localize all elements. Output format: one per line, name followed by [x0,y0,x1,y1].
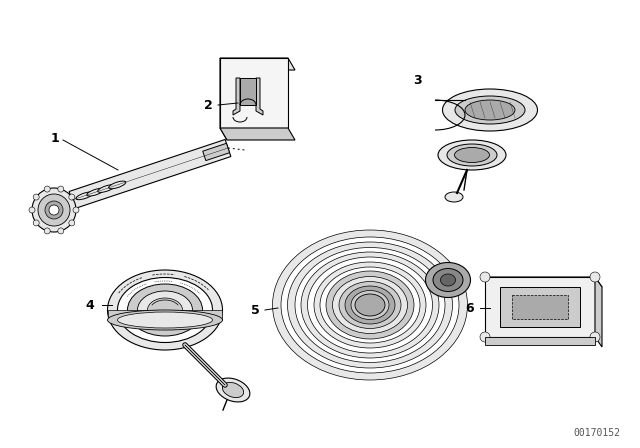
Ellipse shape [147,298,182,322]
Polygon shape [485,277,602,287]
Ellipse shape [301,252,439,358]
Ellipse shape [76,192,93,200]
Polygon shape [233,78,240,115]
Circle shape [58,228,64,234]
Polygon shape [595,277,602,347]
Ellipse shape [118,277,212,343]
Circle shape [44,228,50,234]
Circle shape [45,201,63,219]
Ellipse shape [222,383,244,397]
Circle shape [33,194,39,200]
Ellipse shape [108,310,223,330]
Polygon shape [69,139,231,208]
Polygon shape [108,310,222,320]
Polygon shape [485,337,595,345]
Circle shape [33,220,39,226]
Circle shape [590,272,600,282]
Polygon shape [220,58,227,140]
Ellipse shape [307,257,433,353]
Ellipse shape [87,188,104,196]
Ellipse shape [445,192,463,202]
Polygon shape [512,295,568,319]
Polygon shape [220,58,288,128]
Polygon shape [220,58,295,70]
Ellipse shape [345,286,395,324]
Ellipse shape [438,140,506,170]
Circle shape [480,272,490,282]
Polygon shape [220,128,295,140]
Ellipse shape [339,281,401,328]
Ellipse shape [442,89,538,131]
Ellipse shape [127,284,202,336]
Text: 5: 5 [251,303,259,316]
Text: 4: 4 [86,298,94,311]
Ellipse shape [281,237,459,373]
Ellipse shape [273,230,467,380]
Ellipse shape [465,100,515,120]
Circle shape [590,332,600,342]
Circle shape [73,207,79,213]
Ellipse shape [138,291,193,329]
Ellipse shape [118,312,212,328]
Ellipse shape [440,274,456,286]
Circle shape [44,186,50,192]
Circle shape [480,332,490,342]
Text: 00170152: 00170152 [573,428,620,438]
Circle shape [32,188,76,232]
Ellipse shape [426,263,470,297]
Circle shape [38,194,70,226]
Ellipse shape [314,262,426,348]
Ellipse shape [455,96,525,124]
Circle shape [58,186,64,192]
Polygon shape [485,277,595,337]
Ellipse shape [108,270,223,350]
Ellipse shape [320,267,420,343]
Ellipse shape [447,144,497,166]
Ellipse shape [216,378,250,402]
Ellipse shape [454,147,490,163]
Circle shape [49,205,59,215]
Ellipse shape [351,290,389,319]
Text: 2: 2 [204,99,212,112]
Polygon shape [500,287,580,327]
Ellipse shape [98,185,115,192]
Circle shape [68,220,75,226]
Ellipse shape [287,242,452,368]
Polygon shape [203,143,230,160]
Text: 1: 1 [51,132,60,145]
Ellipse shape [333,276,408,333]
Circle shape [68,194,75,200]
Ellipse shape [295,247,445,362]
Ellipse shape [433,268,463,292]
Polygon shape [240,78,256,105]
Polygon shape [256,78,263,115]
Ellipse shape [355,294,385,316]
Ellipse shape [109,181,126,189]
Circle shape [29,207,35,213]
Text: 3: 3 [413,73,422,86]
Text: 6: 6 [466,302,474,314]
Ellipse shape [326,271,414,339]
